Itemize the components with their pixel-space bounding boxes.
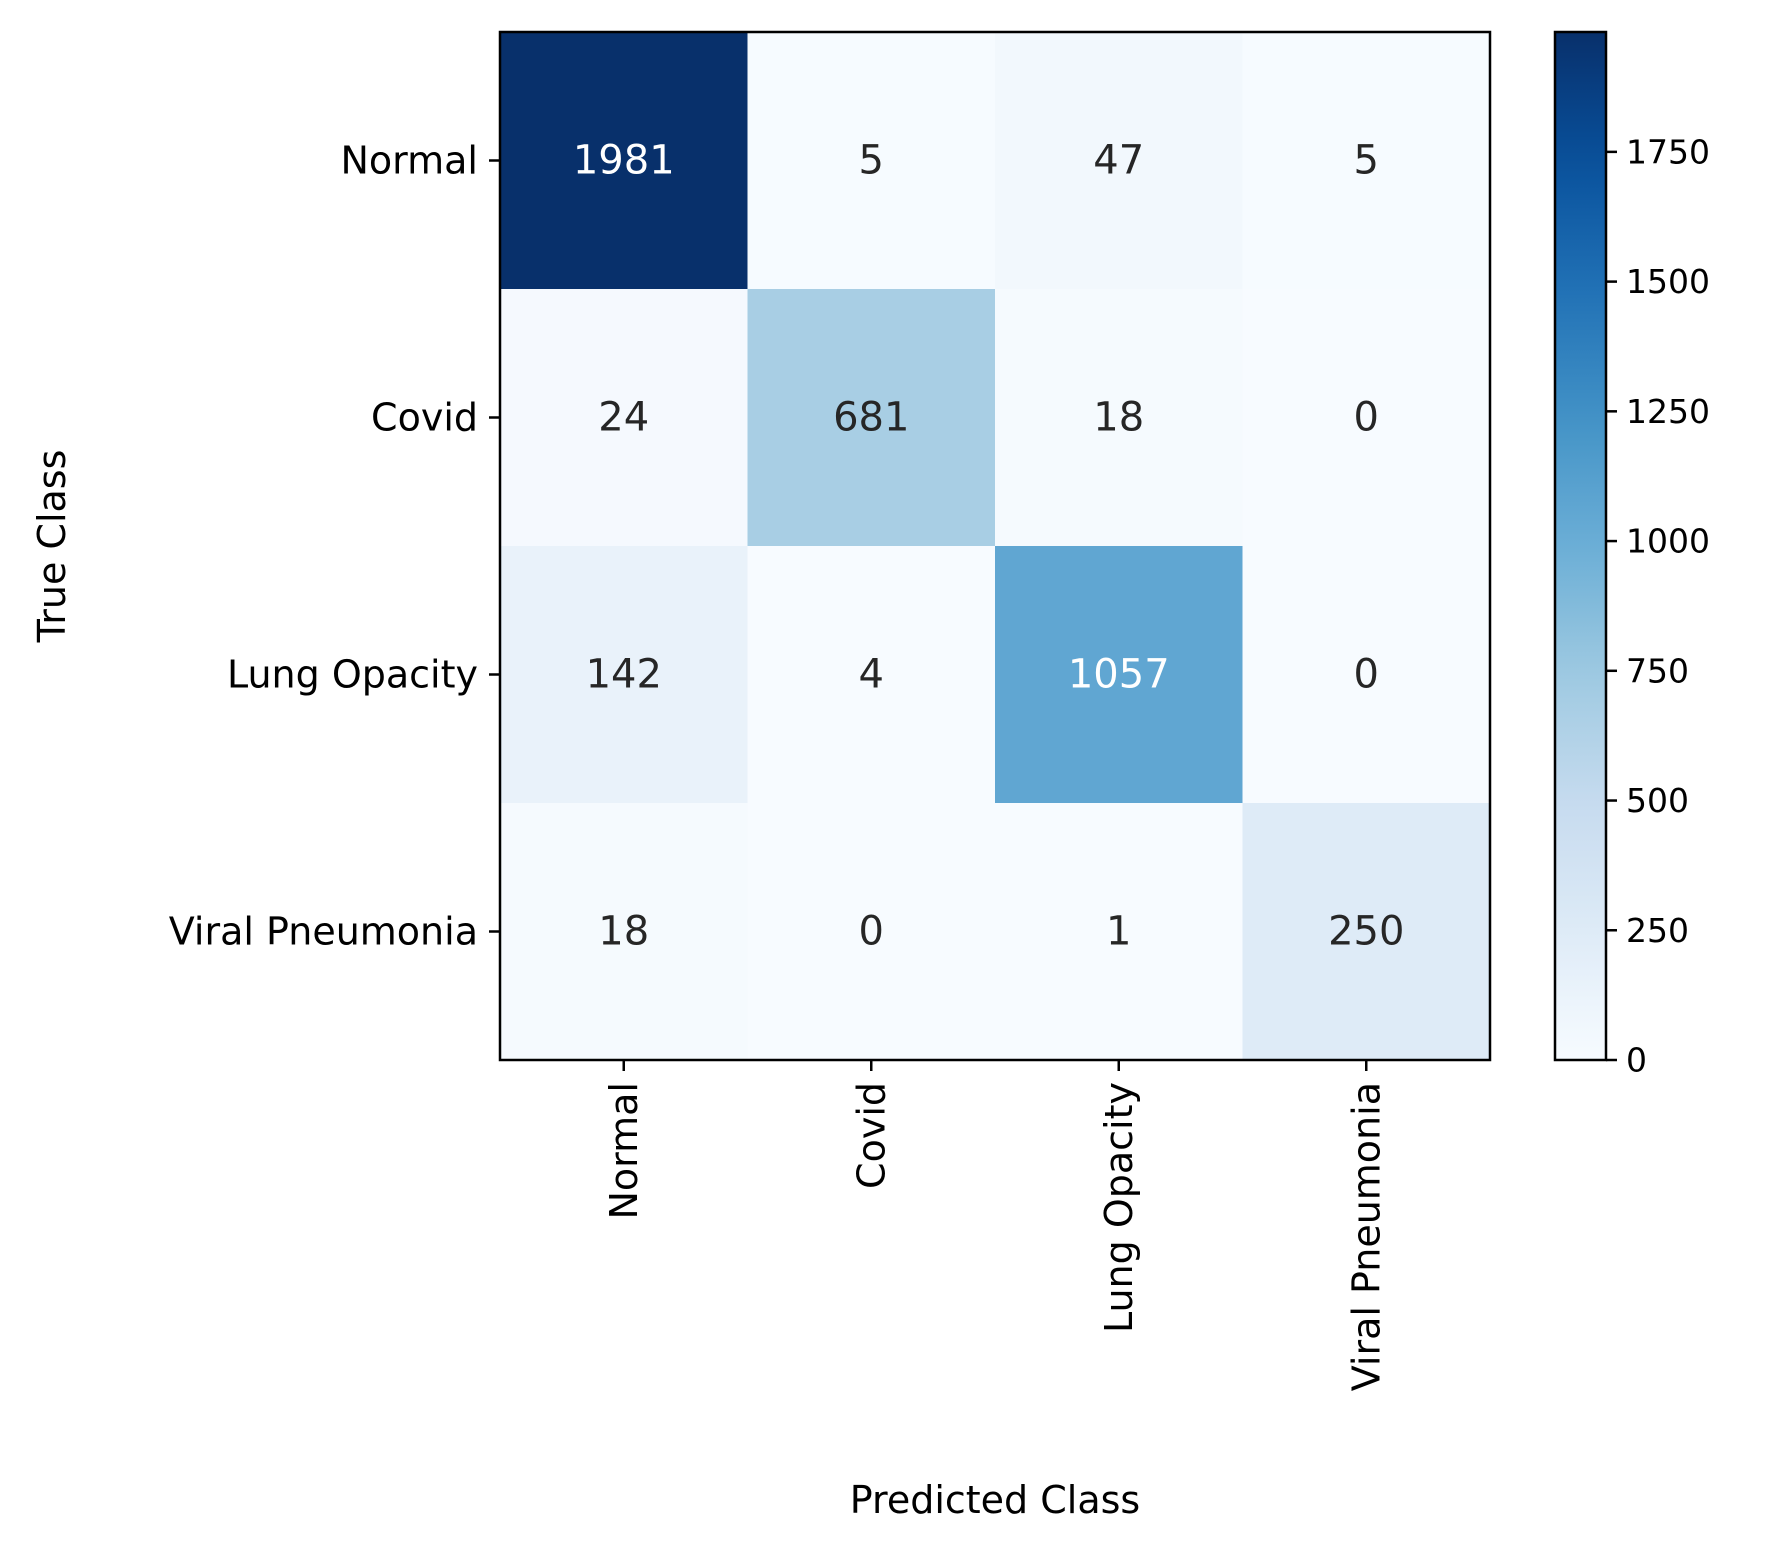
- cell-value-label: 0: [1354, 395, 1379, 441]
- cell-value-label: 142: [586, 652, 662, 698]
- heatmap-cell: [747, 289, 996, 547]
- cell-value-label: 4: [859, 652, 884, 698]
- y-axis: Normal Covid Lung Opacity Viral Pneumonia: [169, 139, 500, 954]
- heatmap-cell: [1242, 32, 1491, 290]
- heatmap-cell: [995, 803, 1243, 1061]
- cell-value-label: 1: [1106, 909, 1131, 955]
- heatmap-cell: [500, 289, 748, 547]
- cell-value-label: 18: [1093, 395, 1144, 441]
- cell-value-label: 1057: [1068, 652, 1170, 698]
- y-tick-label: Normal: [341, 139, 479, 183]
- colorbar-tick-label: 1750: [1626, 132, 1710, 171]
- cell-value-label: 0: [1354, 652, 1379, 698]
- plot-frame: [498, 30, 1492, 1062]
- heatmap-cell: [995, 546, 1243, 804]
- heatmap-cell: [747, 32, 996, 290]
- colorbar-ticks: 0 250 500 750 1000 1250 1500 1750: [1606, 132, 1710, 1080]
- cell-value-label: 47: [1093, 138, 1144, 184]
- heatmap-cell: [747, 546, 996, 804]
- x-axis-label: Predicted Class: [850, 1478, 1140, 1522]
- colorbar-tick-label: 1000: [1626, 522, 1710, 561]
- heatmap-cell: [1242, 803, 1491, 1061]
- cell-value-label: 24: [598, 395, 649, 441]
- y-tick-label: Lung Opacity: [227, 653, 478, 697]
- heatmap-cell: [500, 546, 748, 804]
- heatmap-cell: [747, 803, 996, 1061]
- x-tick-label: Lung Opacity: [1097, 1082, 1141, 1333]
- cell-value-label: 0: [859, 909, 884, 955]
- colorbar-tick-label: 250: [1626, 911, 1689, 950]
- cell-value-label: 681: [833, 395, 909, 441]
- colorbar-gradient: [1555, 32, 1606, 1060]
- colorbar-tick-label: 500: [1626, 781, 1689, 820]
- x-tick-label: Viral Pneumonia: [1344, 1082, 1388, 1391]
- cell-value-label: 18: [598, 909, 649, 955]
- colorbar-tick-label: 0: [1626, 1041, 1647, 1080]
- cell-value-labels: 1981 5 47 5 24 681 18 0 142 4 1057 0 18 0 1 250: [573, 138, 1405, 955]
- heatmap-cell: [500, 32, 748, 290]
- y-tick-label: Viral Pneumonia: [169, 910, 478, 954]
- y-tick-label: Covid: [371, 396, 478, 440]
- heatmap-cells: [500, 32, 1491, 1061]
- cell-value-label: 1981: [573, 138, 675, 184]
- cell-value-label: 5: [1354, 138, 1379, 184]
- cell-value-label: 5: [859, 138, 884, 184]
- cell-value-label: 250: [1328, 909, 1404, 955]
- colorbar: 0 250 500 750 1000 1250 1500 1750: [1553, 30, 1710, 1080]
- colorbar-tick-label: 1500: [1626, 262, 1710, 301]
- heatmap-cell: [1242, 289, 1491, 547]
- colorbar-tick-label: 750: [1626, 651, 1689, 690]
- x-tick-label: Covid: [849, 1082, 893, 1189]
- heatmap-cell: [500, 803, 748, 1061]
- colorbar-tick-label: 1250: [1626, 392, 1710, 431]
- x-tick-label: Normal: [602, 1082, 646, 1220]
- y-axis-label: True Class: [30, 450, 74, 644]
- heatmap-cell: [1242, 546, 1491, 804]
- heatmap-cell: [995, 289, 1243, 547]
- x-axis: Normal Covid Lung Opacity Viral Pneumonia: [602, 1060, 1388, 1391]
- colorbar-frame: [1553, 30, 1608, 1062]
- heatmap-cell: [995, 32, 1243, 290]
